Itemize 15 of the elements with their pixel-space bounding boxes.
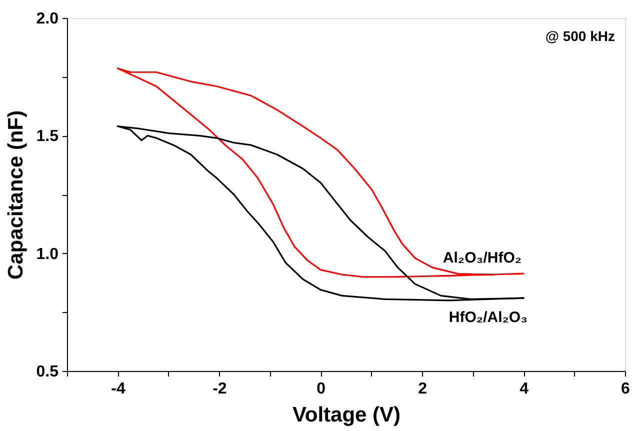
y-tick-label: 1.0: [36, 246, 59, 263]
x-tick-label: -4: [111, 380, 126, 398]
x-tick-label: 4: [520, 380, 529, 398]
series-label: Al₂O₃/HfO₂: [442, 250, 522, 267]
y-axis-title: Capacitance (nF): [4, 110, 28, 280]
series-label: HfO₂/Al₂O₃: [448, 309, 528, 326]
y-tick-label: 1.5: [36, 128, 59, 146]
annotation: @ 500 kHz: [545, 28, 615, 44]
x-tick-label: 0: [316, 380, 326, 398]
y-tick-label: 0.5: [36, 364, 59, 380]
y-tick-label: 2.0: [36, 10, 59, 28]
x-tick-label: -2: [212, 380, 227, 398]
x-tick-label: 6: [621, 380, 630, 398]
x-axis-title: Voltage (V): [292, 404, 401, 426]
x-tick-label: 2: [418, 380, 428, 398]
